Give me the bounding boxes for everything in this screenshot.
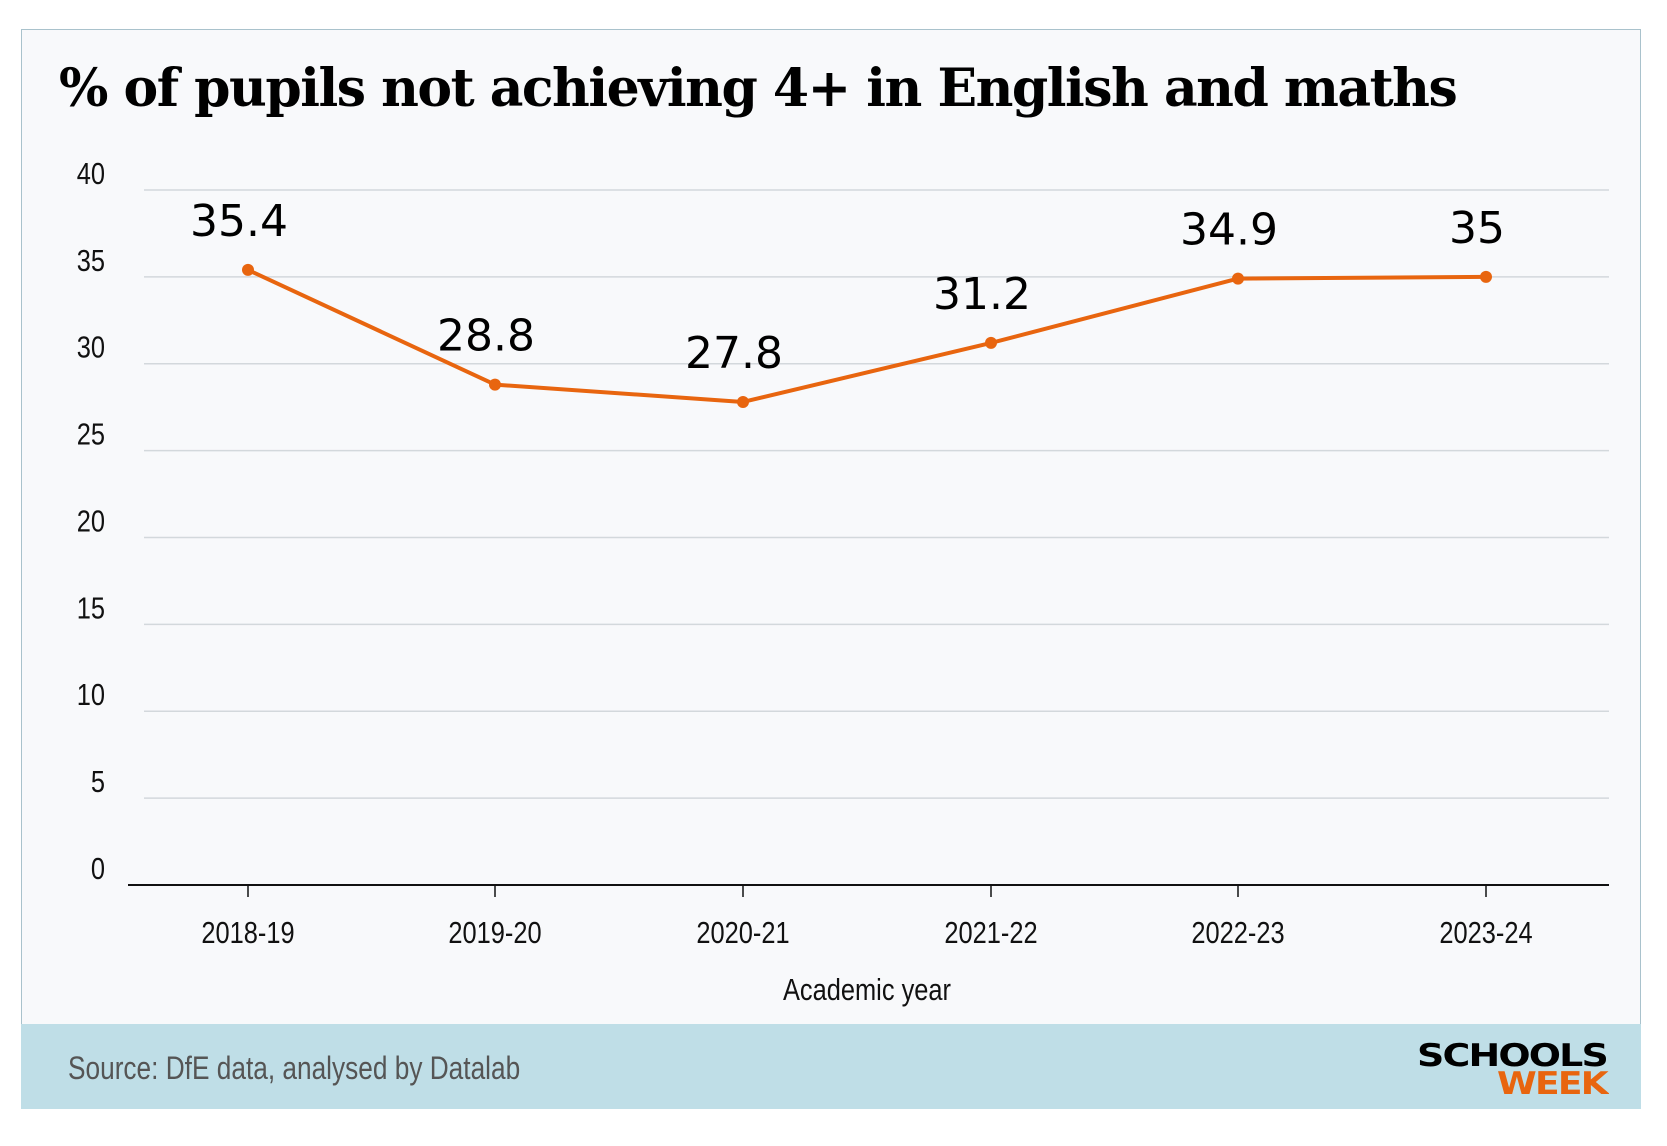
x-tick-label: 2020-21 (696, 916, 789, 951)
chart-title: % of pupils not achieving 4+ in English … (59, 58, 1458, 119)
x-tick-label: 2022-23 (1191, 916, 1284, 951)
y-tick-label: 5 (91, 765, 105, 800)
x-tick-label: 2021-22 (944, 916, 1037, 951)
schools-week-logo: SCHOOLS WEEK (1417, 1038, 1609, 1098)
data-label: 31.2 (933, 269, 1031, 320)
svg-text:SCHOOLS: SCHOOLS (1417, 1038, 1607, 1074)
y-tick-label: 20 (77, 504, 105, 539)
chart-frame (21, 29, 1641, 1109)
data-point (737, 395, 749, 408)
data-label: 27.8 (685, 328, 783, 379)
data-point (489, 378, 501, 391)
data-point (1232, 272, 1244, 285)
svg-text:WEEK: WEEK (1497, 1066, 1609, 1098)
source-note: Source: DfE data, analysed by Datalab (68, 1050, 521, 1086)
y-tick-label: 35 (77, 244, 105, 279)
data-point (242, 263, 254, 276)
data-label: 34.9 (1180, 205, 1278, 256)
data-label: 35 (1449, 203, 1505, 254)
data-label: 35.4 (190, 196, 288, 247)
x-tick-label: 2018-19 (201, 916, 294, 951)
y-tick-label: 40 (77, 157, 105, 192)
footer: Source: DfE data, analysed by Datalab SC… (21, 1024, 1641, 1109)
y-tick-label: 25 (77, 417, 105, 452)
x-tick-label: 2023-24 (1439, 916, 1532, 951)
y-tick-label: 15 (77, 591, 105, 626)
y-tick-label: 10 (77, 678, 105, 713)
y-tick-label: 30 (77, 330, 105, 365)
x-axis-title: Academic year (783, 973, 951, 1008)
data-label: 28.8 (437, 311, 535, 362)
data-point (1480, 270, 1492, 283)
y-tick-label: 0 (91, 852, 105, 887)
data-point (985, 336, 997, 349)
data-line (247, 268, 1487, 404)
x-tick-label: 2019-20 (448, 916, 541, 951)
